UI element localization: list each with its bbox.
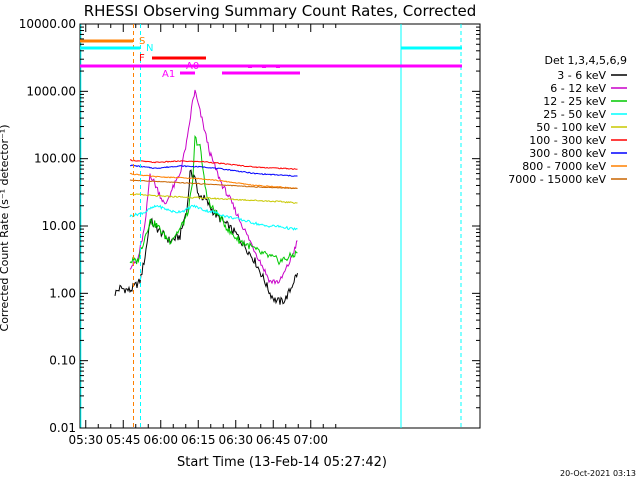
x-tick-label: 06:45 — [256, 433, 291, 447]
legend-entry-label: 12 - 25 keV — [543, 95, 606, 108]
x-tick-label: 06:15 — [181, 433, 216, 447]
footer-timestamp: 20-Oct-2021 03:13 — [560, 469, 636, 478]
y-ticks-group: 0.01 0.10 1.00 10.00 100.00 1000.00 10000.00 — [19, 17, 480, 435]
legend-entry-label: 800 - 7000 keV — [522, 160, 606, 173]
legend-title: Det 1,3,4,5,6,9 — [544, 54, 627, 67]
flag-dot — [276, 65, 280, 68]
series-line — [129, 172, 298, 190]
y-tick-label: 0.01 — [49, 421, 76, 435]
legend-entry-label: 50 - 100 keV — [536, 121, 606, 134]
flag-bars-group: SNF A0 A1 — [80, 24, 462, 428]
y-axis-label: Corrected Count Rate (s⁻¹ detector⁻¹) — [0, 125, 11, 332]
legend-entry-label: 3 - 6 keV — [557, 69, 606, 82]
x-tick-label: 05:45 — [106, 433, 141, 447]
x-tick-label: 07:00 — [293, 433, 328, 447]
flag-label: A0 — [186, 61, 199, 72]
flag-label: S — [139, 36, 145, 47]
series-line — [129, 193, 298, 204]
flag-label: F — [139, 53, 145, 64]
y-tick-label: 10000.00 — [19, 17, 76, 31]
legend-entry-label: 100 - 300 keV — [529, 134, 606, 147]
legend-entry-label: 7000 - 15000 keV — [508, 173, 606, 186]
data-series-group — [114, 89, 298, 305]
series-line — [129, 89, 298, 285]
y-tick-label: 10.00 — [42, 219, 76, 233]
y-tick-label: 0.10 — [49, 354, 76, 368]
series-line — [129, 164, 298, 177]
y-tick-label: 1000.00 — [26, 84, 76, 98]
x-tick-label: 06:00 — [143, 433, 178, 447]
flag-label: N — [146, 43, 153, 54]
x-tick-label: 05:30 — [68, 433, 103, 447]
flag-label: A1 — [162, 69, 175, 80]
x-axis-label: Start Time (13-Feb-14 05:27:42) — [177, 455, 387, 470]
series-line — [129, 179, 298, 190]
flag-dot — [248, 65, 252, 68]
legend-entry-label: 300 - 800 keV — [529, 147, 606, 160]
x-tick-label: 06:30 — [218, 433, 253, 447]
x-ticks-group: 05:30 05:45 06:00 06:15 06:30 06:45 07:00 — [68, 24, 337, 447]
series-line — [129, 135, 298, 266]
legend-entry-label: 6 - 12 keV — [550, 82, 606, 95]
legend-entry-label: 25 - 50 keV — [543, 108, 606, 121]
y-tick-label: 100.00 — [34, 152, 76, 166]
y-tick-label: 1.00 — [49, 286, 76, 300]
series-line — [129, 159, 298, 170]
chart-title: RHESSI Observing Summary Count Rates, Co… — [84, 2, 477, 20]
series-line — [129, 204, 298, 231]
flag-dot — [262, 65, 266, 68]
